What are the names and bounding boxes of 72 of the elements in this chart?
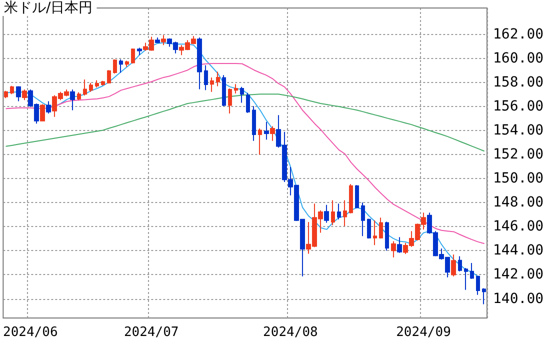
line-series xyxy=(6,94,484,152)
candlestick xyxy=(161,34,166,46)
candlestick xyxy=(349,184,353,214)
candlestick xyxy=(101,80,105,86)
candlestick xyxy=(264,121,269,140)
candlestick xyxy=(216,71,220,87)
candlestick xyxy=(222,74,226,107)
candlestick xyxy=(83,78,87,96)
line-series xyxy=(6,63,484,244)
y-tick-label: 162.00 xyxy=(493,26,544,42)
candlestick xyxy=(70,88,75,111)
candlestick xyxy=(22,88,27,101)
y-tick-label: 156.00 xyxy=(493,98,544,115)
candlestick xyxy=(451,254,456,277)
candlestick xyxy=(367,218,371,239)
candlestick xyxy=(4,90,8,99)
candlestick xyxy=(246,92,250,114)
candlestick xyxy=(137,47,142,56)
candlestick xyxy=(343,200,347,227)
candlestick xyxy=(131,48,135,64)
y-tick-label: 148.00 xyxy=(493,194,544,211)
candlestick xyxy=(331,200,335,226)
x-tick-label: 2024/06 xyxy=(2,325,58,340)
x-tick-label: 2024/08 xyxy=(263,325,318,340)
candlestick xyxy=(476,276,480,296)
candlestick xyxy=(391,240,396,258)
candlestick xyxy=(355,184,359,209)
candlestick xyxy=(10,85,14,95)
candlestick xyxy=(373,220,377,246)
chart-title: 米ドル/日本円 xyxy=(4,0,93,16)
candlestick xyxy=(240,86,244,104)
y-tick-label: 144.00 xyxy=(493,242,544,259)
candlestick xyxy=(119,58,123,74)
candlestick xyxy=(89,82,93,92)
candlestick xyxy=(252,106,256,142)
y-tick-label: 146.00 xyxy=(493,218,544,235)
candlestick xyxy=(324,204,329,224)
candlestick xyxy=(385,221,389,252)
x-tick-label: 2024/07 xyxy=(124,325,179,340)
candlestick xyxy=(379,217,383,239)
y-tick-label: 150.00 xyxy=(493,170,544,187)
y-tick-label: 154.00 xyxy=(493,122,544,139)
candlestick xyxy=(234,84,238,94)
candlestick xyxy=(155,36,160,44)
candlestick xyxy=(204,64,208,91)
y-tick-label: 152.00 xyxy=(493,146,544,163)
candlestick xyxy=(258,128,262,156)
candlestick xyxy=(270,126,275,142)
candlestick xyxy=(125,60,129,68)
candlestick xyxy=(228,88,232,114)
y-tick-label: 142.00 xyxy=(493,266,544,283)
y-tick-label: 160.00 xyxy=(493,50,544,66)
candlestick xyxy=(470,262,474,280)
line-series xyxy=(6,42,478,277)
candlestick xyxy=(458,256,462,272)
candlestick xyxy=(107,70,111,84)
y-tick-label: 158.00 xyxy=(493,74,544,90)
candlestick xyxy=(361,202,365,237)
candlestick xyxy=(77,92,81,101)
candlestick xyxy=(197,36,202,90)
candlestick xyxy=(482,288,486,305)
candlestick xyxy=(397,236,402,254)
candlestick xyxy=(40,104,45,122)
y-tick-label: 140.00 xyxy=(493,290,544,307)
candlestick xyxy=(113,58,117,74)
candlestick xyxy=(46,100,51,114)
candlestick xyxy=(16,86,21,102)
candlestick xyxy=(464,268,468,290)
x-tick-label: 2024/09 xyxy=(396,325,451,340)
candlestick xyxy=(95,80,99,88)
candlestick xyxy=(210,76,214,92)
candlestick xyxy=(337,203,341,220)
